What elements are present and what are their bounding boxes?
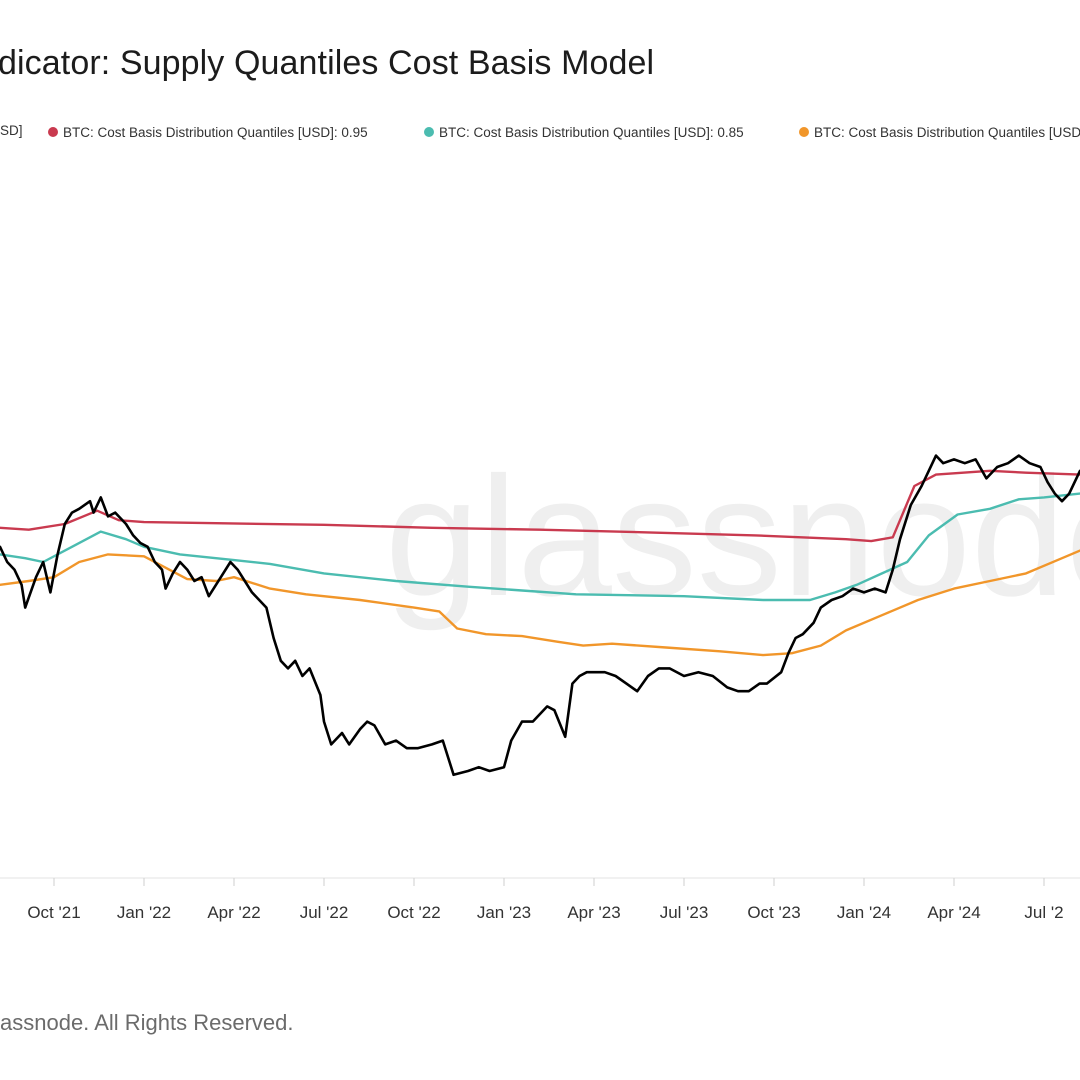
- legend-dot-icon: [424, 127, 434, 137]
- x-tick-label: Jan '23: [477, 903, 531, 922]
- series-group: [0, 454, 1080, 777]
- legend-cut-fragment: SD]: [0, 123, 23, 138]
- legend-label: BTC: Cost Basis Distribution Quantiles […: [814, 124, 1080, 140]
- x-tick-label: Oct '23: [747, 903, 800, 922]
- copyright-text: assnode. All Rights Reserved.: [0, 1010, 294, 1035]
- x-tick-label: Apr '23: [567, 903, 620, 922]
- x-tick-label: Jul '23: [660, 903, 709, 922]
- legend-label: BTC: Cost Basis Distribution Quantiles […: [439, 124, 744, 140]
- x-tick-label: Jan '24: [837, 903, 891, 922]
- x-tick-label: Oct '22: [387, 903, 440, 922]
- legend-item-q075[interactable]: BTC: Cost Basis Distribution Quantiles […: [799, 123, 1080, 141]
- legend-item-q085[interactable]: BTC: Cost Basis Distribution Quantiles […: [424, 123, 744, 141]
- chart-title: dicator: Supply Quantiles Cost Basis Mod…: [0, 44, 655, 82]
- x-tick-label: Apr '22: [207, 903, 260, 922]
- x-tick-label: Apr '24: [927, 903, 980, 922]
- x-tick-label: Oct '21: [27, 903, 80, 922]
- legend-dot-icon: [799, 127, 809, 137]
- watermark: glassnode: [385, 442, 1080, 632]
- series-line-1: [0, 492, 1080, 602]
- x-axis-ticks: Oct '21 Jan '22 Apr '22 Jul '22 Oct '22 Jan '…: [27, 878, 1064, 922]
- x-tick-label: Jan '22: [117, 903, 171, 922]
- series-line-0: [0, 469, 1080, 543]
- x-tick-label: Jul '22: [300, 903, 349, 922]
- series-line-3: [0, 454, 1080, 777]
- legend-label: BTC: Cost Basis Distribution Quantiles […: [63, 124, 368, 140]
- x-tick-label: Jul '2: [1024, 903, 1063, 922]
- legend-item-q095[interactable]: BTC: Cost Basis Distribution Quantiles […: [48, 123, 368, 141]
- legend-dot-icon: [48, 127, 58, 137]
